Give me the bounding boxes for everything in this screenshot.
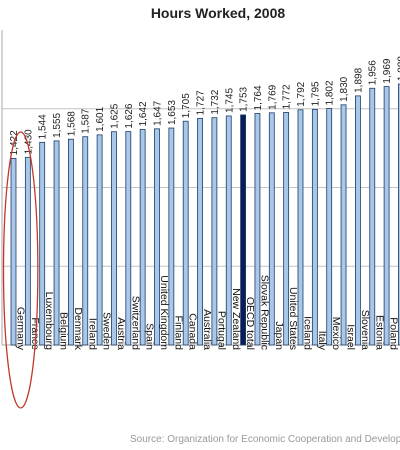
category-labels: Germany France Luxembourg Belgium Denmark Ire…	[15, 275, 400, 351]
value-label: 1,988	[396, 56, 400, 81]
bar	[125, 131, 132, 346]
highlight-circle	[2, 131, 39, 409]
bar	[139, 129, 146, 346]
bar	[68, 138, 74, 346]
bar	[398, 83, 400, 346]
value-label: 1,626	[124, 103, 135, 128]
source-note: Source: Organization for Economic Cooper…	[130, 434, 400, 445]
value-label: 1,830	[339, 76, 350, 101]
bar	[182, 120, 189, 346]
bar	[111, 131, 117, 346]
category-label: Denmark	[72, 307, 84, 350]
category-label: Austria	[115, 317, 127, 350]
value-label: 1,792	[296, 81, 307, 106]
value-label: 1,555	[52, 112, 63, 137]
value-label: 1,764	[253, 85, 264, 110]
value-label: 1,769	[267, 84, 278, 109]
value-label: 1,802	[325, 80, 336, 105]
category-label: Luxembourg	[43, 292, 55, 351]
value-label: 1,625	[109, 103, 120, 128]
bar	[154, 128, 160, 346]
value-label: 1,653	[167, 100, 178, 125]
value-label: 1,544	[38, 114, 49, 139]
chart-title: Hours Worked, 2008	[151, 5, 286, 21]
category-label: Italy	[316, 331, 328, 351]
bar	[53, 140, 60, 346]
bar	[311, 109, 318, 346]
category-label: France	[29, 317, 41, 350]
category-label: Finland	[172, 316, 184, 351]
value-label: 1,898	[353, 67, 364, 92]
category-label: Japan	[273, 321, 285, 350]
category-label: New Zealand	[230, 288, 242, 350]
bar	[197, 117, 203, 346]
bar	[225, 115, 232, 346]
bar	[326, 108, 333, 346]
bar	[369, 87, 376, 346]
category-label: Belgium	[58, 312, 70, 350]
category-label: Portugal	[215, 311, 227, 350]
category-label: Iceland	[302, 316, 314, 350]
bar	[240, 114, 247, 346]
value-label: 1,753	[239, 86, 250, 111]
bar	[268, 112, 275, 346]
bar	[211, 117, 218, 346]
bar	[254, 113, 261, 346]
value-label: 1,772	[282, 84, 293, 109]
bar	[283, 112, 290, 346]
value-label: 1,727	[196, 90, 207, 115]
value-label: 1,642	[138, 101, 149, 126]
category-label: United Kingdom	[158, 275, 170, 350]
category-label: Slovenia	[359, 310, 371, 350]
bar	[82, 136, 89, 346]
value-label: 1,430	[23, 129, 34, 154]
category-label: Israel	[345, 324, 357, 350]
value-label: 1,795	[310, 81, 321, 106]
category-label: Germany	[15, 307, 27, 351]
value-label: 1,647	[153, 100, 164, 125]
category-label: United States	[287, 287, 299, 350]
category-label: Estonia	[373, 315, 385, 350]
bar	[10, 157, 17, 346]
bars	[10, 83, 400, 346]
category-label: Ireland	[86, 318, 98, 350]
bar	[39, 141, 46, 346]
value-label: 1,969	[382, 58, 393, 83]
value-label: 1,732	[210, 89, 221, 114]
bar	[96, 134, 103, 346]
category-label: Sweden	[101, 312, 113, 350]
bar	[340, 104, 347, 346]
value-label: 1,745	[224, 88, 235, 113]
category-label: OECD total	[244, 297, 256, 350]
value-label: 1,601	[95, 106, 106, 131]
category-label: Poland	[388, 317, 400, 350]
category-label: Australia	[201, 309, 213, 350]
bar	[24, 156, 31, 346]
bar	[383, 86, 390, 346]
category-label: Switzerland	[129, 296, 141, 350]
bar	[168, 127, 175, 346]
category-label: Slovak Republic	[258, 275, 270, 350]
bar	[354, 95, 361, 346]
category-label: Spain	[144, 323, 156, 350]
value-label: 1,568	[66, 111, 77, 136]
bar	[297, 109, 304, 346]
category-label: Mexico	[330, 317, 342, 350]
value-label: 1,587	[81, 108, 92, 133]
value-label: 1,956	[368, 60, 379, 85]
value-label: 1,705	[181, 93, 192, 118]
category-label: Canada	[187, 313, 199, 350]
